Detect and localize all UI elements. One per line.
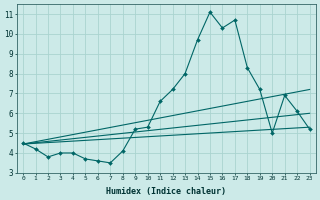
X-axis label: Humidex (Indice chaleur): Humidex (Indice chaleur) (106, 187, 226, 196)
